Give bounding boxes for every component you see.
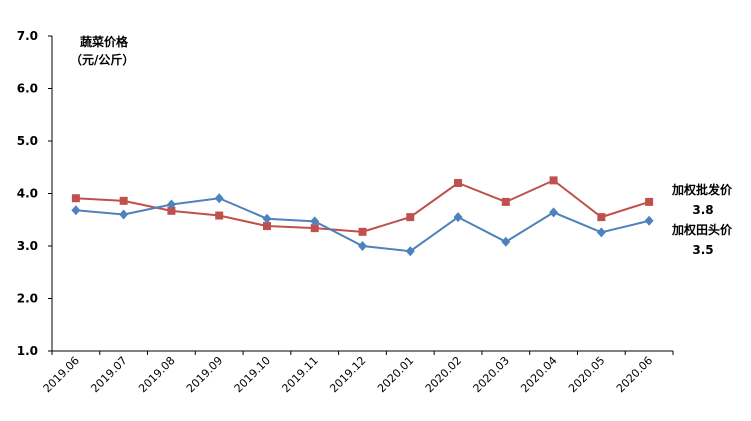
y-tick-label: 3.0 [17, 239, 38, 253]
y-tick-label: 5.0 [17, 134, 38, 148]
data-point-diamond [119, 209, 129, 220]
data-point-square [597, 213, 606, 222]
data-point-square [262, 222, 271, 231]
data-point-diamond [262, 213, 272, 224]
data-point-diamond [405, 246, 415, 257]
data-point-diamond [453, 212, 463, 223]
y-axis-label-line2: （元/公斤） [70, 52, 134, 67]
y-tick-label: 7.0 [17, 29, 38, 43]
x-tick-label: 2019.09 [184, 354, 225, 395]
data-point-diamond [596, 227, 606, 238]
data-point-diamond [644, 215, 654, 226]
series-end-value-label: 3.8 [692, 203, 713, 217]
data-point-square [549, 176, 558, 185]
series-end-value-label: 3.5 [692, 243, 713, 257]
data-point-square [358, 227, 367, 236]
y-tick-label: 6.0 [17, 82, 38, 96]
x-tick-label: 2020.04 [518, 354, 559, 395]
x-tick-label: 2019.11 [279, 354, 320, 395]
x-tick-label: 2020.05 [566, 354, 607, 395]
y-tick-label: 4.0 [17, 187, 38, 201]
x-tick-label: 2020.02 [423, 354, 464, 395]
x-tick-label: 2019.08 [136, 354, 177, 395]
data-point-diamond [501, 236, 511, 247]
data-point-square [215, 211, 224, 220]
data-point-diamond [214, 193, 224, 204]
data-point-diamond [549, 207, 559, 218]
data-point-square [454, 179, 463, 187]
data-point-square [406, 213, 415, 222]
x-tick-label: 2019.10 [232, 354, 273, 395]
y-tick-label: 1.0 [17, 344, 38, 358]
data-point-square [645, 197, 654, 206]
x-tick-label: 2020.03 [471, 354, 512, 395]
data-point-square [501, 197, 510, 206]
x-tick-label: 2020.01 [375, 354, 416, 395]
data-point-square [310, 224, 319, 233]
x-tick-label: 2020.06 [614, 354, 655, 395]
data-point-square [119, 196, 128, 205]
x-tick-label: 2019.12 [327, 354, 368, 395]
y-axis-label-line1: 蔬菜价格 [80, 34, 129, 49]
data-point-square [71, 194, 80, 203]
series-name-label: 加权田头价 [671, 222, 733, 237]
x-tick-label: 2019.07 [88, 354, 129, 395]
data-point-diamond [166, 199, 176, 210]
series-name-label: 加权批发价 [671, 182, 733, 197]
data-point-diamond [310, 216, 320, 227]
x-tick-label: 2019.06 [41, 354, 82, 395]
y-tick-label: 2.0 [17, 292, 38, 306]
data-point-square [167, 206, 176, 215]
data-point-diamond [71, 205, 81, 216]
data-point-diamond [358, 241, 367, 251]
